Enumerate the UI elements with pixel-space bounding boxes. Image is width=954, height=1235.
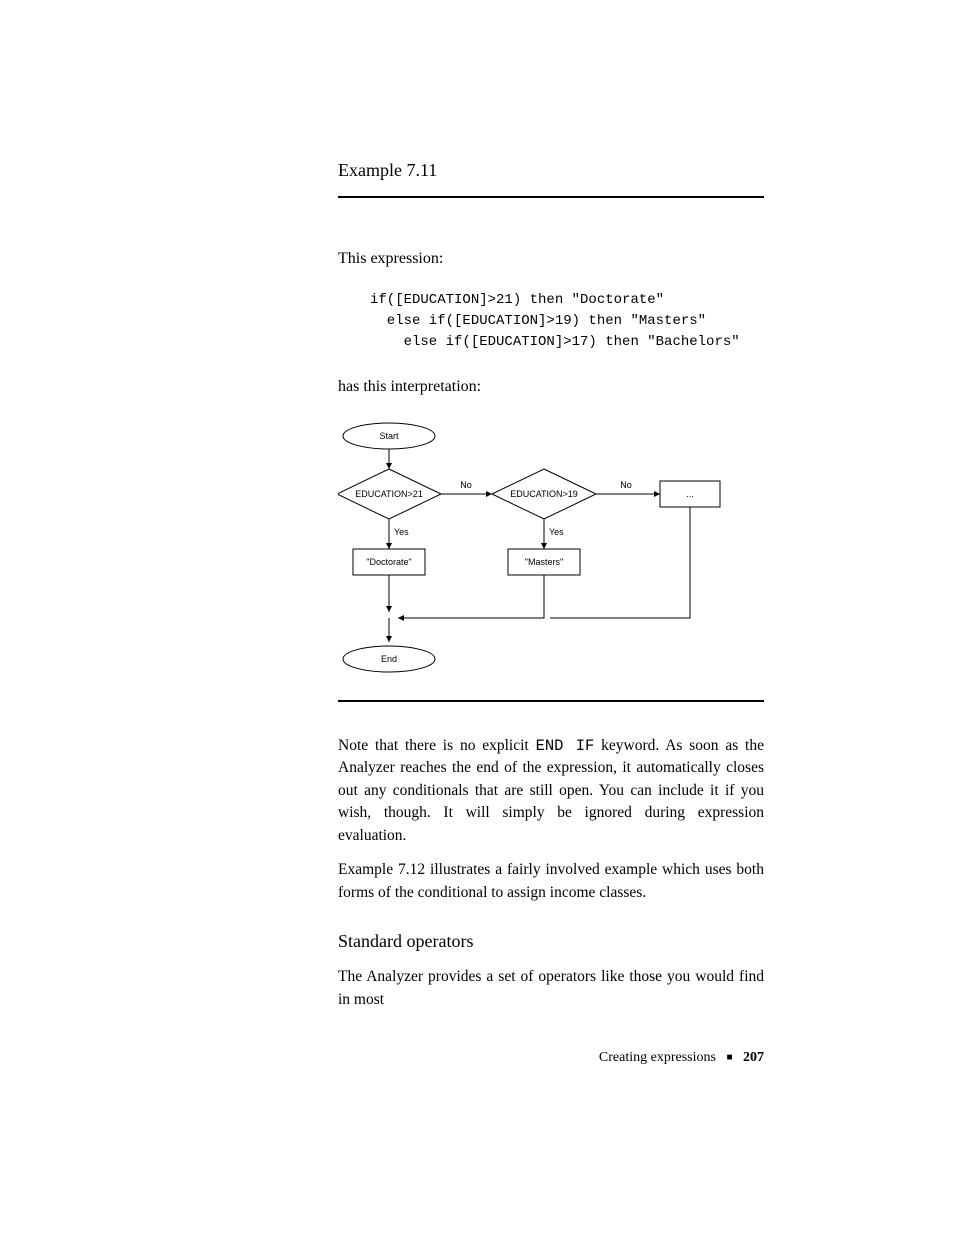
flow-edge-label-no: No	[460, 480, 472, 490]
page-footer: Creating expressions ■ 207	[0, 1050, 764, 1066]
page-number: 207	[743, 1050, 764, 1065]
flow-edge-label-yes: Yes	[549, 527, 564, 537]
flowchart-diagram: Start EDUCATION>21 Yes No EDUCATION>19 Y…	[338, 410, 764, 705]
intro-text-1: This expression:	[338, 250, 443, 268]
paragraph: Note that there is no explicit END IF ke…	[338, 735, 764, 847]
flow-label: Start	[379, 431, 399, 441]
flow-edge	[398, 575, 544, 618]
flow-edge-label-yes: Yes	[394, 527, 409, 537]
text-run: Note that there is no explicit	[338, 737, 536, 754]
flow-edge-label-no: No	[620, 480, 632, 490]
flow-label: "Masters"	[525, 557, 563, 567]
footer-text: Creating expressions	[599, 1050, 716, 1065]
footer-bullet-icon: ■	[726, 1052, 732, 1063]
flow-label: EDUCATION>21	[355, 489, 423, 499]
paragraph: Example 7.12 illustrates a fairly involv…	[338, 859, 764, 904]
section-heading: Standard operators	[338, 928, 764, 954]
body-text: Note that there is no explicit END IF ke…	[338, 735, 764, 1023]
flow-label: End	[381, 654, 397, 664]
code-line: if([EDUCATION]>21) then "Doctorate"	[370, 292, 664, 308]
code-block: if([EDUCATION]>21) then "Doctorate" else…	[370, 290, 740, 353]
flow-label: ...	[686, 489, 694, 499]
code-line: else if([EDUCATION]>19) then "Masters"	[370, 313, 706, 329]
rule-bottom	[338, 700, 764, 702]
flow-label: EDUCATION>19	[510, 489, 578, 499]
code-line: else if([EDUCATION]>17) then "Bachelors"	[370, 334, 740, 350]
rule-top	[338, 196, 764, 198]
flow-label: "Doctorate"	[366, 557, 411, 567]
page-root: Example 7.11 This expression: if([EDUCAT…	[0, 0, 954, 1235]
example-heading: Example 7.11	[338, 160, 437, 181]
intro-text-2: has this interpretation:	[338, 378, 481, 396]
code-inline: END IF	[536, 737, 595, 755]
paragraph: The Analyzer provides a set of operators…	[338, 966, 764, 1011]
